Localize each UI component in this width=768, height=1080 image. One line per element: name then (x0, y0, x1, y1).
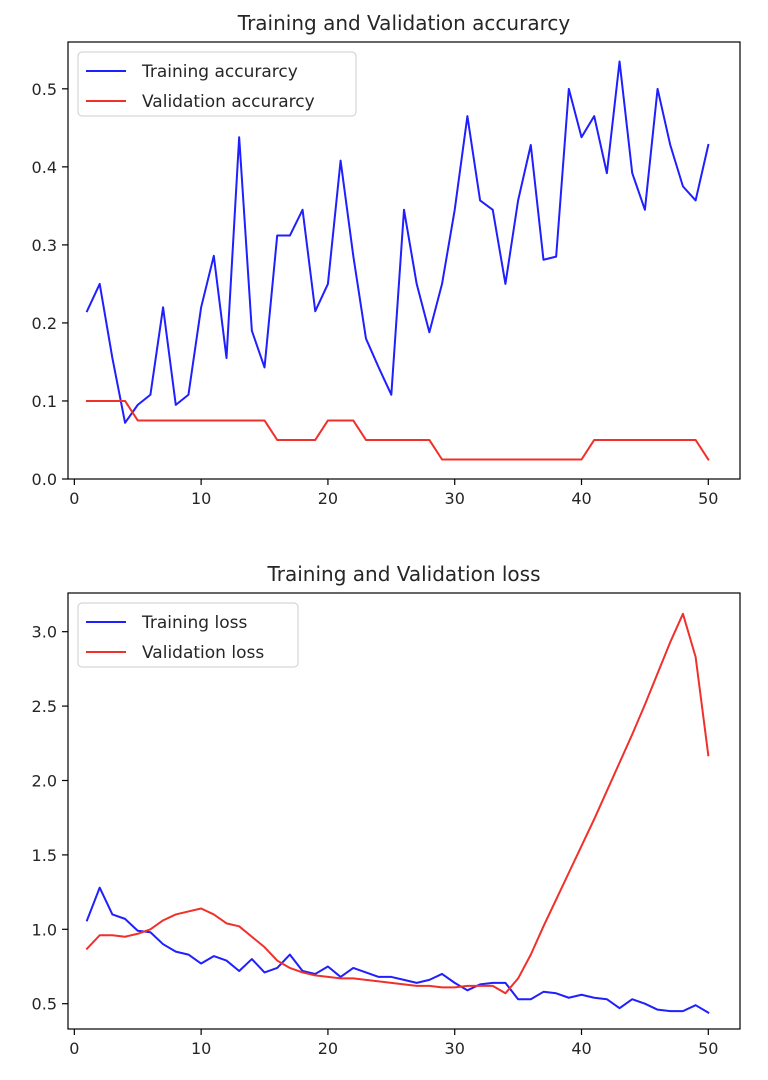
x-tick-label: 30 (445, 489, 465, 508)
y-tick-label: 1.5 (32, 846, 57, 865)
legend-box (77, 51, 357, 117)
y-tick-label: 0.5 (32, 995, 57, 1014)
y-tick-label: 0.1 (32, 392, 57, 411)
plot-frame (67, 41, 741, 480)
x-tick-label: 0 (69, 1039, 79, 1058)
y-tick-label: 0.4 (32, 158, 57, 177)
series-line-0 (85, 886, 710, 1014)
legend-label-1: Validation accurarcy (142, 92, 315, 112)
legend-box (77, 602, 299, 668)
legend-label-1: Validation loss (142, 643, 264, 663)
series-line-1 (86, 399, 710, 461)
series-line-0 (85, 60, 710, 424)
x-tick-label: 50 (698, 1039, 718, 1058)
y-tick-label: 3.0 (32, 623, 57, 642)
x-tick-label: 0 (69, 489, 79, 508)
x-tick-label: 50 (698, 489, 718, 508)
x-tick-label: 10 (191, 489, 211, 508)
chart-title: Training and Validation loss (266, 562, 540, 586)
y-tick-label: 2.0 (32, 771, 57, 790)
loss-chart: Training and Validation loss 0 10 20 30 40 50 0… (32, 562, 741, 1058)
legend: Training loss Validation loss (77, 602, 299, 668)
legend: Training accurarcy Validation accurarcy (77, 51, 357, 117)
y-tick-label: 2.5 (32, 697, 57, 716)
legend-label-0: Training accurarcy (141, 62, 298, 82)
y-tick-label: 0.2 (32, 314, 57, 333)
plot-frame (67, 592, 741, 1030)
y-tick-label: 0.5 (32, 80, 57, 99)
accuracy-chart: Training and Validation accurarcy 0 10 20 30… (32, 11, 741, 508)
chart-title: Training and Validation accurarcy (237, 11, 571, 35)
y-tick-label: 0.3 (32, 236, 57, 255)
x-tick-label: 20 (318, 1039, 338, 1058)
legend-label-0: Training loss (141, 613, 247, 633)
x-tick-label: 40 (571, 1039, 591, 1058)
x-tick-label: 20 (318, 489, 338, 508)
y-tick-label: 0.0 (32, 470, 57, 489)
series-line-1 (85, 612, 710, 995)
y-tick-label: 1.0 (32, 920, 57, 939)
x-tick-label: 10 (191, 1039, 211, 1058)
x-tick-label: 40 (571, 489, 591, 508)
x-tick-label: 30 (445, 1039, 465, 1058)
